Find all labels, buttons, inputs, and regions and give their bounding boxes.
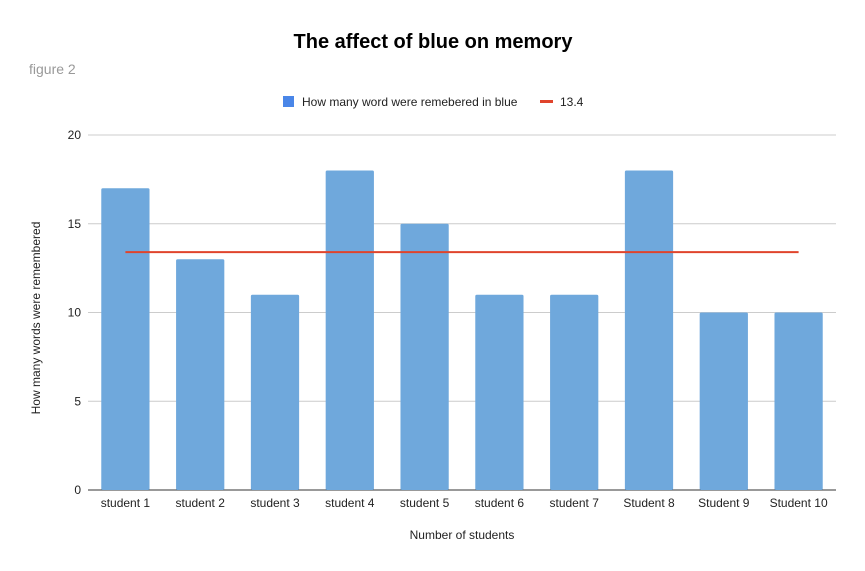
x-tick-label: student 3 xyxy=(250,496,300,510)
x-tick-label: student 4 xyxy=(325,496,375,510)
x-tick-label: student 2 xyxy=(176,496,226,510)
x-axis-ticks: student 1 student 2 student 3 student 4 stud… xyxy=(101,496,828,510)
x-tick-label: Student 9 xyxy=(698,496,750,510)
y-tick-label: 15 xyxy=(68,217,82,231)
chart-subtitle: figure 2 xyxy=(29,61,76,77)
y-tick-label: 10 xyxy=(68,306,82,320)
bars xyxy=(101,170,823,490)
legend: How many word were remebered in blue 13.… xyxy=(283,95,584,109)
y-tick-label: 5 xyxy=(74,394,81,408)
y-axis-ticks: 0 5 10 15 20 xyxy=(68,128,82,497)
bar xyxy=(624,170,674,490)
x-tick-label: student 7 xyxy=(550,496,600,510)
x-axis-label: Number of students xyxy=(410,528,515,542)
bar xyxy=(774,312,823,490)
bar xyxy=(699,312,748,490)
x-tick-label: Student 10 xyxy=(770,496,828,510)
legend-swatch-bars xyxy=(283,96,294,107)
bar xyxy=(325,170,374,490)
bar xyxy=(176,259,225,490)
x-tick-label: student 5 xyxy=(400,496,450,510)
x-tick-label: Student 8 xyxy=(623,496,675,510)
bar xyxy=(101,188,150,490)
y-tick-label: 20 xyxy=(68,128,82,142)
bar xyxy=(475,294,524,490)
y-tick-label: 0 xyxy=(74,483,81,497)
y-axis-label: How many words were remembered xyxy=(29,222,43,415)
x-tick-label: student 1 xyxy=(101,496,151,510)
legend-label-bars: How many word were remebered in blue xyxy=(302,95,518,109)
bar xyxy=(550,294,599,490)
bar xyxy=(400,223,449,490)
bar xyxy=(250,294,300,490)
x-tick-label: student 6 xyxy=(475,496,525,510)
chart-title: The affect of blue on memory xyxy=(294,31,574,53)
legend-label-line: 13.4 xyxy=(560,95,584,109)
